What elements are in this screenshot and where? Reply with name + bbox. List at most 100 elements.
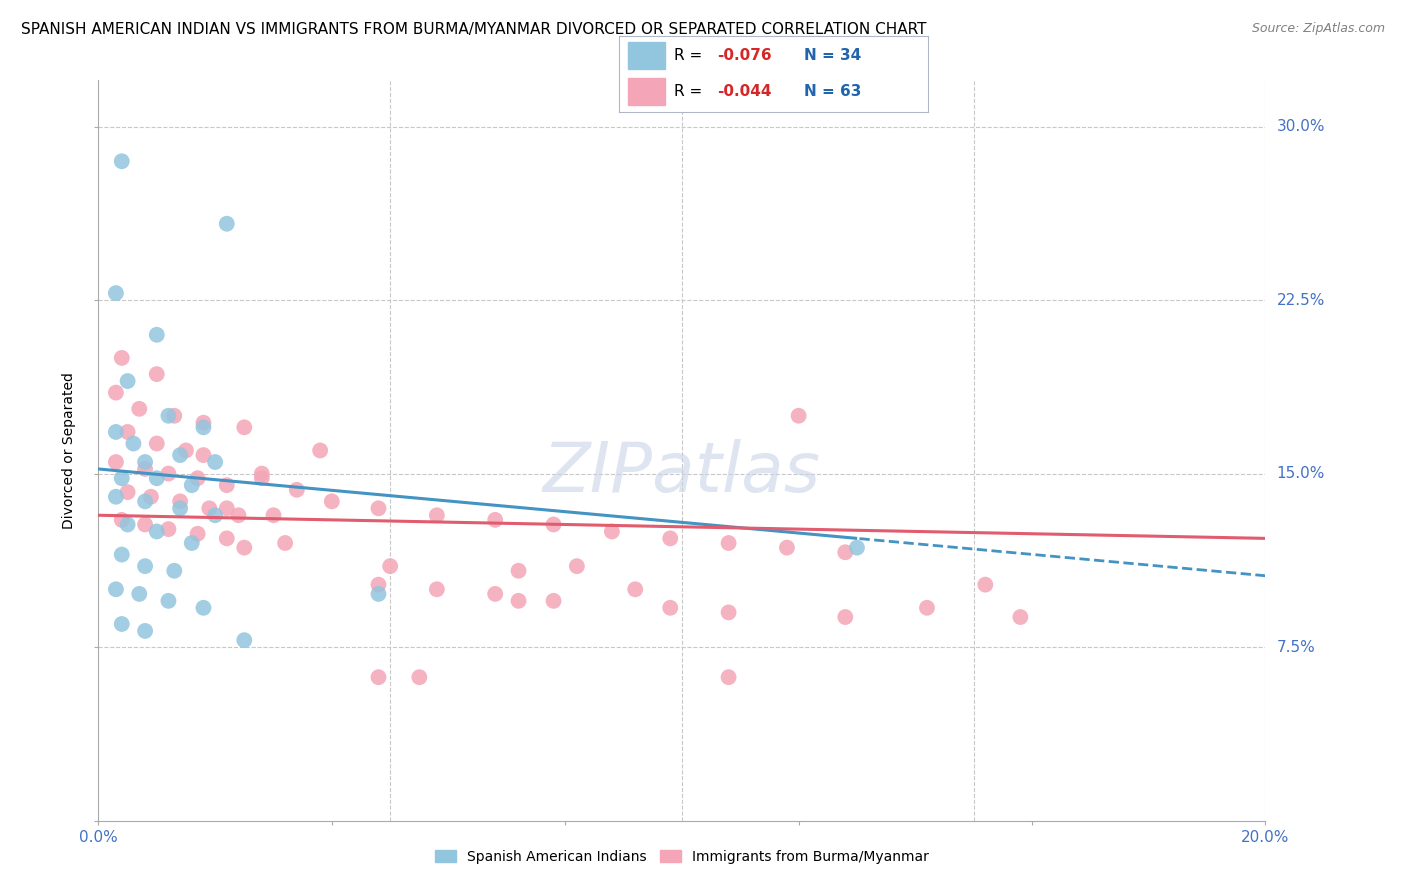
Point xyxy=(321,494,343,508)
Point xyxy=(193,448,215,462)
Point xyxy=(285,483,308,497)
Point xyxy=(146,367,169,381)
Point xyxy=(157,409,180,423)
Point xyxy=(104,385,127,400)
Point xyxy=(104,286,127,301)
Text: R =: R = xyxy=(675,84,707,99)
Text: Source: ZipAtlas.com: Source: ZipAtlas.com xyxy=(1251,22,1385,36)
Point xyxy=(834,610,856,624)
Text: N = 34: N = 34 xyxy=(804,48,862,63)
Point xyxy=(309,443,332,458)
Point xyxy=(128,587,150,601)
Point xyxy=(193,600,215,615)
Point xyxy=(157,467,180,481)
Point xyxy=(128,401,150,416)
Point xyxy=(169,494,191,508)
Point xyxy=(543,517,565,532)
Point xyxy=(215,501,238,516)
Point xyxy=(134,559,156,574)
Point xyxy=(163,409,186,423)
Point xyxy=(1010,610,1032,624)
Point xyxy=(139,490,162,504)
Point xyxy=(157,522,180,536)
Text: ZIPatlas: ZIPatlas xyxy=(543,439,821,506)
Point xyxy=(117,425,139,439)
Point xyxy=(180,536,202,550)
Point xyxy=(180,478,202,492)
Point xyxy=(111,154,134,169)
Point xyxy=(484,513,506,527)
Point xyxy=(104,425,127,439)
Point xyxy=(134,455,156,469)
Point xyxy=(233,633,256,648)
Point xyxy=(104,490,127,504)
Point xyxy=(215,532,238,546)
Point xyxy=(204,508,226,523)
Point xyxy=(134,494,156,508)
Point xyxy=(204,455,226,469)
Point xyxy=(198,501,221,516)
Bar xyxy=(628,42,665,69)
Point xyxy=(233,420,256,434)
Point xyxy=(228,508,250,523)
Point xyxy=(187,526,209,541)
Point xyxy=(787,409,810,423)
Point xyxy=(915,600,938,615)
Point xyxy=(367,577,389,591)
Point xyxy=(134,517,156,532)
Point xyxy=(367,587,389,601)
Point xyxy=(367,501,389,516)
Point xyxy=(215,217,238,231)
Point xyxy=(146,524,169,539)
Point xyxy=(169,448,191,462)
Point xyxy=(717,670,740,684)
Point xyxy=(117,374,139,388)
Text: R =: R = xyxy=(675,48,707,63)
Point xyxy=(111,548,134,562)
Point xyxy=(117,485,139,500)
Point xyxy=(111,617,134,632)
Point xyxy=(659,532,682,546)
Point xyxy=(717,536,740,550)
Point xyxy=(111,351,134,365)
Text: N = 63: N = 63 xyxy=(804,84,862,99)
Point xyxy=(146,471,169,485)
Point xyxy=(111,471,134,485)
Point xyxy=(484,587,506,601)
Point xyxy=(104,455,127,469)
Point xyxy=(163,564,186,578)
Point xyxy=(659,600,682,615)
Point xyxy=(600,524,623,539)
Point xyxy=(776,541,799,555)
Text: SPANISH AMERICAN INDIAN VS IMMIGRANTS FROM BURMA/MYANMAR DIVORCED OR SEPARATED C: SPANISH AMERICAN INDIAN VS IMMIGRANTS FR… xyxy=(21,22,927,37)
Point xyxy=(408,670,430,684)
Point xyxy=(122,436,145,450)
Point xyxy=(146,327,169,342)
Bar xyxy=(628,78,665,105)
Y-axis label: Divorced or Separated: Divorced or Separated xyxy=(62,372,76,529)
Point xyxy=(111,513,134,527)
Point xyxy=(157,594,180,608)
Point xyxy=(250,471,273,485)
Point xyxy=(215,478,238,492)
Point xyxy=(233,541,256,555)
Text: 7.5%: 7.5% xyxy=(1277,640,1315,655)
Point xyxy=(508,564,530,578)
Point xyxy=(274,536,297,550)
Point xyxy=(117,517,139,532)
Point xyxy=(193,416,215,430)
Point xyxy=(250,467,273,481)
Point xyxy=(193,420,215,434)
Point xyxy=(426,508,449,523)
Point xyxy=(565,559,588,574)
Point xyxy=(134,624,156,638)
Point xyxy=(834,545,856,559)
Point xyxy=(717,606,740,620)
Point xyxy=(426,582,449,597)
Point xyxy=(508,594,530,608)
Point xyxy=(846,541,869,555)
Point xyxy=(169,501,191,516)
Point xyxy=(187,471,209,485)
Point xyxy=(380,559,402,574)
Text: -0.044: -0.044 xyxy=(717,84,772,99)
